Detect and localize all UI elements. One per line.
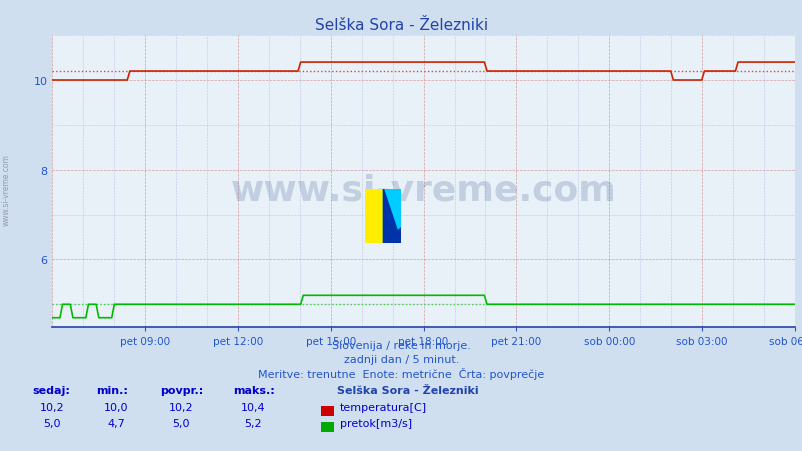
Text: 4,7: 4,7 bbox=[107, 419, 125, 428]
Text: 5,0: 5,0 bbox=[172, 419, 189, 428]
Text: pretok[m3/s]: pretok[m3/s] bbox=[339, 419, 411, 428]
Text: Selška Sora - Železniki: Selška Sora - Železniki bbox=[337, 386, 478, 396]
Text: 10,2: 10,2 bbox=[40, 402, 64, 412]
Text: min.:: min.: bbox=[96, 386, 128, 396]
Polygon shape bbox=[383, 189, 401, 244]
Bar bbox=[365, 189, 383, 244]
Text: Selška Sora - Železniki: Selška Sora - Železniki bbox=[314, 18, 488, 33]
Text: www.si-vreme.com: www.si-vreme.com bbox=[2, 153, 11, 226]
Text: www.si-vreme.com: www.si-vreme.com bbox=[230, 173, 616, 207]
Text: sedaj:: sedaj: bbox=[32, 386, 70, 396]
Text: Meritve: trenutne  Enote: metrične  Črta: povprečje: Meritve: trenutne Enote: metrične Črta: … bbox=[258, 368, 544, 380]
Text: maks.:: maks.: bbox=[233, 386, 274, 396]
Text: 10,2: 10,2 bbox=[168, 402, 192, 412]
Text: povpr.:: povpr.: bbox=[160, 386, 204, 396]
Text: 5,2: 5,2 bbox=[244, 419, 261, 428]
Text: temperatura[C]: temperatura[C] bbox=[339, 402, 426, 412]
Text: Slovenija / reke in morje.: Slovenija / reke in morje. bbox=[332, 341, 470, 350]
Text: 10,0: 10,0 bbox=[104, 402, 128, 412]
Text: zadnji dan / 5 minut.: zadnji dan / 5 minut. bbox=[343, 354, 459, 364]
Bar bbox=[383, 189, 401, 244]
Text: 5,0: 5,0 bbox=[43, 419, 61, 428]
Text: 10,4: 10,4 bbox=[241, 402, 265, 412]
Polygon shape bbox=[383, 227, 401, 244]
